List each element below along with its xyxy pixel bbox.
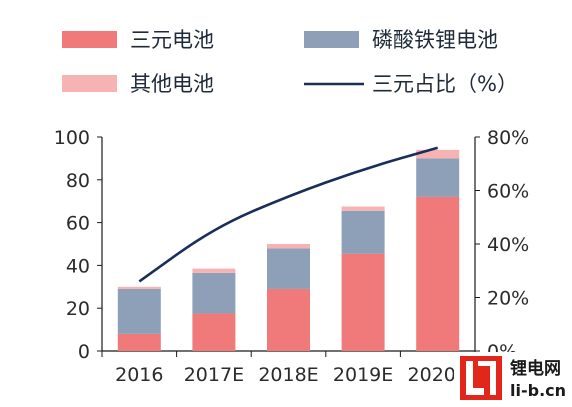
- right-tick-label: 40%: [487, 234, 529, 256]
- bar-segment: [342, 207, 385, 211]
- logo-watermark: 锂电网 li-b.cn: [454, 352, 572, 403]
- legend-label: 三元占比（%）: [372, 72, 518, 96]
- bar-segment: [267, 289, 310, 351]
- bar-segment: [416, 197, 459, 351]
- bar-segment: [342, 254, 385, 351]
- bar-segment: [118, 287, 161, 289]
- left-tick-label: 20: [66, 298, 90, 320]
- legend-item: 三元占比（%）: [304, 72, 518, 96]
- bar-segment: [192, 273, 235, 314]
- bar-segment: [342, 211, 385, 254]
- legend-swatch: [62, 31, 117, 48]
- left-tick-label: 60: [66, 213, 90, 235]
- svg-text:li-b.cn: li-b.cn: [510, 381, 566, 400]
- left-tick-label: 100: [54, 127, 90, 149]
- x-tick-label: 2016: [115, 364, 163, 386]
- legend-label: 三元电池: [130, 28, 214, 52]
- legend-label: 其他电池: [130, 72, 214, 96]
- legend-swatch: [304, 31, 359, 48]
- bars: [118, 150, 459, 351]
- legend-item: 三元电池: [62, 28, 214, 52]
- left-tick-label: 40: [66, 255, 90, 277]
- bar-segment: [267, 244, 310, 248]
- right-tick-label: 80%: [487, 127, 529, 149]
- legend-label: 磷酸铁锂电池: [372, 28, 498, 52]
- bar-segment: [267, 248, 310, 289]
- svg-text:锂电网: 锂电网: [510, 358, 561, 379]
- x-tick-label: 2019E: [333, 364, 393, 386]
- right-tick-label: 60%: [487, 181, 529, 203]
- legend-swatch: [62, 75, 117, 92]
- bar-segment: [416, 158, 459, 197]
- legend-item: 其他电池: [62, 72, 214, 96]
- left-tick-label: 0: [78, 341, 90, 363]
- x-tick-label: 2018E: [258, 364, 318, 386]
- bar-segment: [118, 289, 161, 334]
- bar-segment: [192, 314, 235, 351]
- bar-segment: [192, 269, 235, 273]
- right-tick-label: 20%: [487, 288, 529, 310]
- x-tick-label: 2017E: [184, 364, 244, 386]
- bar-segment: [118, 334, 161, 351]
- left-tick-label: 80: [66, 170, 90, 192]
- legend-item: 磷酸铁锂电池: [304, 28, 498, 52]
